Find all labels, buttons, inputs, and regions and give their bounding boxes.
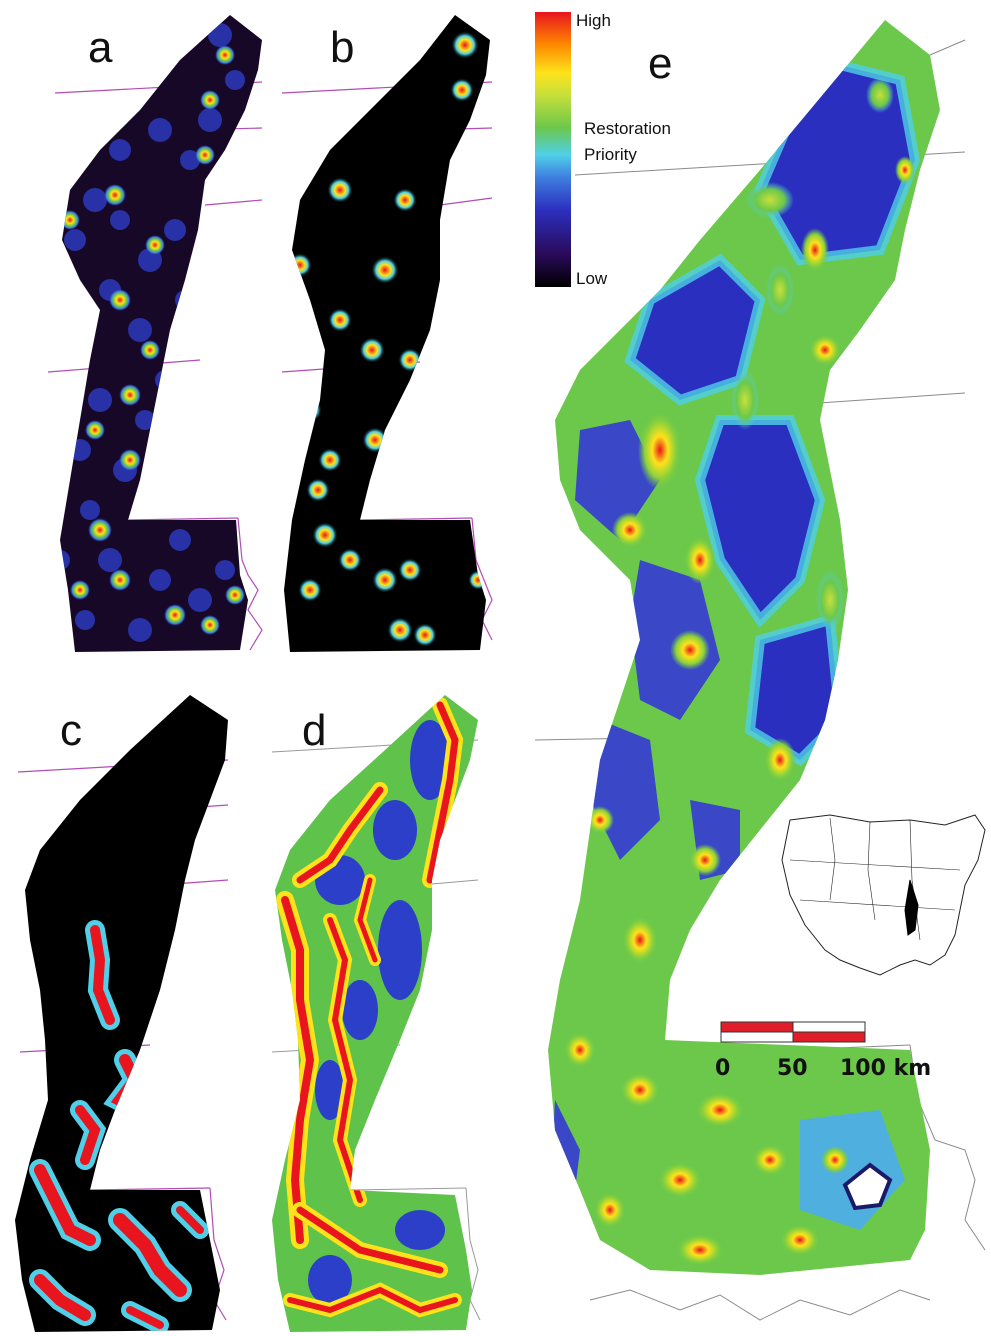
- legend-low-label: Low: [576, 269, 608, 288]
- panel-a: a: [47, 15, 263, 652]
- panel-e: e: [534, 20, 986, 1321]
- scale-tick-100km: 100 km: [840, 1056, 931, 1081]
- panel-c-hotspot-ridges: [29, 920, 209, 1332]
- legend-color-bar: [535, 12, 571, 287]
- inset-map: [781, 814, 986, 976]
- panel-c: c: [15, 695, 229, 1332]
- panel-d-high-ridges: [276, 697, 464, 1318]
- panel-a-hotspots: [60, 45, 245, 635]
- panel-d-label: d: [302, 706, 326, 755]
- scale-bar-seg1-top: [720, 1021, 794, 1033]
- legend-title-line2: Priority: [584, 145, 637, 164]
- legend-title-line1: Restoration: [584, 119, 671, 138]
- legend-high-label: High: [576, 11, 611, 30]
- legend: High Restoration Priority Low: [535, 11, 671, 288]
- panel-a-raster-base: [60, 15, 262, 652]
- inset-study-region: [904, 879, 919, 936]
- inset-us-outline: [781, 814, 986, 976]
- scale-tick-50: 50: [777, 1056, 808, 1081]
- panel-b-raster-base: [284, 15, 490, 652]
- scale-bar-seg1-bottom: [720, 1031, 794, 1043]
- scale-bar: 0 50 100 km: [715, 1021, 931, 1081]
- panel-d: d: [271, 695, 481, 1332]
- panel-e-lake: [842, 1162, 893, 1211]
- scale-bar-seg2-top: [792, 1021, 866, 1033]
- panel-b: b: [281, 15, 493, 652]
- scale-bar-seg2-bottom: [792, 1031, 866, 1043]
- panel-b-label: b: [330, 23, 354, 72]
- panel-e-hotspots: [564, 77, 915, 1266]
- panel-b-hotspots: [288, 31, 488, 647]
- panel-c-label: c: [60, 706, 82, 755]
- panel-e-label: e: [648, 39, 672, 88]
- scale-tick-0: 0: [715, 1056, 730, 1081]
- panel-a-label: a: [88, 23, 113, 72]
